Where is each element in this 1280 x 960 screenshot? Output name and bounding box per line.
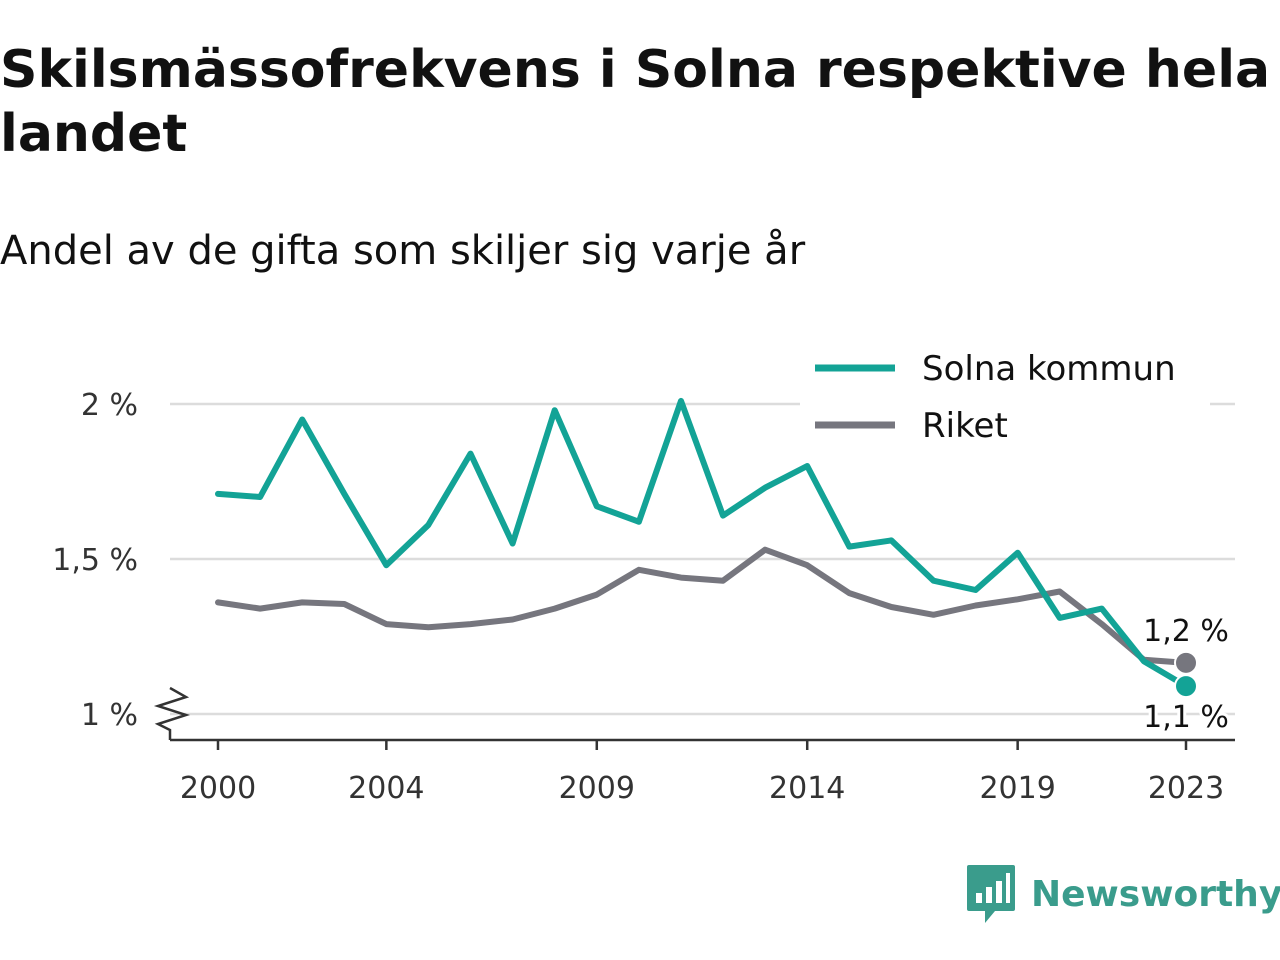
axis-break-zigzag	[153, 686, 191, 740]
y-tick-label: 1 %	[81, 698, 138, 733]
end-point-riket	[1174, 650, 1198, 675]
chart-title: Skilsmässofrekvens i Solna respektive he…	[0, 40, 1271, 164]
brand-name: Newsworthy	[1031, 873, 1280, 915]
y-tick-label: 1,5 %	[52, 543, 138, 578]
legend-label: Solna kommun	[922, 349, 1176, 389]
legend: Solna kommun Riket	[800, 340, 1210, 455]
newsworthy-chart-bubble-icon	[967, 865, 1015, 923]
legend-label: Riket	[922, 406, 1008, 446]
line-chart: 1 % 1,5 % 2 % 2000 2004 2009 2014 2019 2023 Sol…	[52, 340, 1235, 806]
y-axis-ticks: 1 % 1,5 % 2 %	[52, 388, 138, 733]
end-point-solna-kommun	[1174, 674, 1198, 699]
series-lines	[215, 397, 1198, 699]
x-axis-ticks: 2000 2004 2009 2014 2019 2023	[180, 740, 1224, 806]
x-tick-label: 2019	[979, 771, 1055, 806]
x-tick-label: 2014	[769, 771, 845, 806]
series-line-riket	[215, 546, 1189, 666]
y-tick-label: 2 %	[81, 388, 138, 423]
x-axis	[153, 686, 1235, 742]
end-label-solna: 1,1 %	[1143, 700, 1229, 735]
newsworthy-logo: Newsworthy	[965, 862, 1280, 926]
x-tick-label: 2009	[559, 771, 635, 806]
x-tick-label: 2000	[180, 771, 256, 806]
series-line-solna-kommun	[215, 397, 1189, 690]
x-tick-label: 2004	[348, 771, 424, 806]
end-label-riket: 1,2 %	[1143, 614, 1229, 649]
x-tick-label: 2023	[1148, 771, 1224, 806]
legend-background	[800, 340, 1210, 455]
end-labels: 1,2 % 1,1 %	[1140, 614, 1232, 738]
chart-subtitle: Andel av de gifta som skiljer sig varje …	[0, 228, 806, 274]
